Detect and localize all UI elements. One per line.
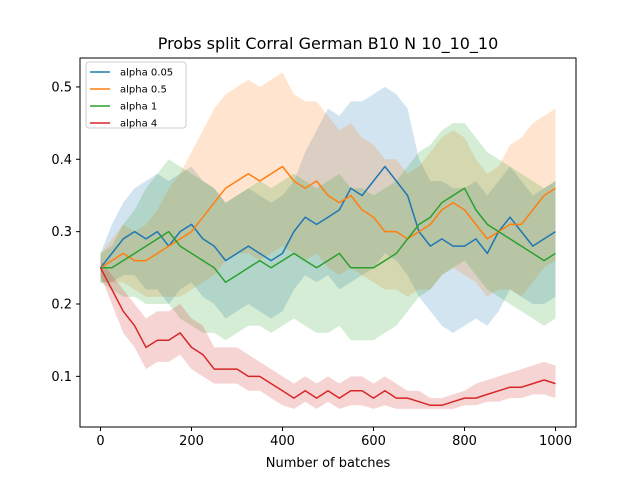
legend-box [85, 61, 187, 129]
x-tick-label: 600 [361, 434, 386, 449]
x-tick-label: 0 [96, 434, 104, 449]
series-3-band [100, 260, 556, 409]
legend: alpha 0.05 alpha 0.5 alpha 1 alpha 4 [85, 61, 187, 130]
legend-label: alpha 1 [120, 102, 157, 113]
legend-label: alpha 0.05 [120, 68, 173, 79]
series-0-line [99, 165, 556, 269]
x-tick-label: 400 [270, 434, 295, 449]
chart-title: Probs split Corral German B10 N 10_10_10 [158, 34, 499, 54]
y-tick-label: 0.1 [51, 370, 72, 385]
legend-label: alpha 4 [120, 119, 157, 130]
series-lines [99, 165, 556, 407]
y-tick-label: 0.3 [51, 225, 72, 240]
plot-frame [79, 57, 577, 428]
legend-label: alpha 0.5 [120, 85, 167, 96]
y-tick-label: 0.2 [51, 298, 72, 313]
series-2-band [100, 123, 556, 341]
y-tick-label: 0.5 [51, 80, 72, 95]
y-axis: 0.1 0.2 0.3 0.4 0.5 [51, 80, 80, 385]
x-tick-label: 1000 [539, 434, 572, 449]
series-1-band [100, 72, 556, 297]
confidence-bands [100, 72, 556, 409]
y-tick-label: 0.4 [51, 153, 72, 168]
x-tick-label: 200 [179, 434, 204, 449]
x-axis: 0 200 400 600 800 1000 [96, 427, 572, 449]
x-axis-label: Number of batches [266, 456, 391, 471]
series-3-line [99, 267, 556, 407]
x-tick-label: 800 [452, 434, 477, 449]
series-2-line [100, 187, 556, 284]
series-0-band [100, 86, 556, 333]
